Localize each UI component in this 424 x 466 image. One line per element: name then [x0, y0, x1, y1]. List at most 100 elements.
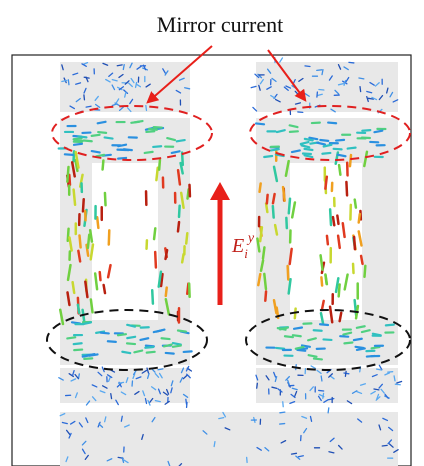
- arrow: [154, 228, 155, 239]
- arrow: [68, 80, 69, 85]
- arrow: [339, 284, 340, 296]
- arrow: [321, 277, 322, 285]
- arrow: [90, 354, 98, 355]
- arrow: [88, 235, 89, 248]
- arrow: [339, 165, 340, 175]
- arrow: [314, 359, 322, 360]
- arrow: [98, 132, 106, 133]
- arrow: [147, 352, 155, 353]
- arrow: [359, 214, 360, 222]
- arrow: [104, 285, 105, 293]
- arrow: [145, 152, 153, 153]
- arrow: [267, 195, 268, 203]
- arrow: [338, 236, 340, 248]
- arrow: [283, 187, 285, 201]
- arrow: [305, 149, 313, 150]
- arrow: [337, 216, 338, 224]
- arrow: [276, 348, 284, 349]
- arrow: [101, 333, 109, 334]
- arrow: [377, 369, 382, 370]
- arrow: [166, 288, 167, 296]
- arrow: [294, 328, 302, 329]
- arrow: [271, 149, 279, 150]
- arrow: [156, 168, 157, 180]
- arrow: [105, 193, 106, 205]
- arrow: [356, 347, 364, 348]
- arrow: [349, 62, 354, 63]
- arrow: [359, 78, 364, 79]
- arrow: [330, 209, 331, 225]
- arrow: [320, 324, 328, 325]
- arrow: [83, 199, 84, 211]
- arrow: [326, 275, 327, 283]
- arrow: [184, 351, 192, 352]
- arrow: [121, 150, 129, 151]
- arrow: [84, 77, 89, 78]
- arrow: [319, 390, 324, 391]
- arrow: [182, 254, 183, 262]
- arrow: [118, 158, 126, 159]
- right-top-block: [256, 62, 398, 112]
- arrow: [67, 167, 68, 182]
- arrow: [179, 206, 180, 217]
- field-symbol: E: [231, 235, 244, 257]
- arrow: [162, 338, 170, 339]
- arrow: [90, 230, 92, 241]
- arrow: [117, 65, 122, 66]
- arrow: [155, 252, 156, 267]
- arrow: [328, 123, 336, 124]
- arrow: [309, 355, 317, 357]
- arrow: [386, 325, 394, 326]
- right-right-leg: [362, 160, 398, 330]
- arrow: [74, 343, 82, 344]
- arrow: [186, 233, 187, 243]
- arrow: [86, 106, 91, 107]
- arrow: [355, 200, 356, 208]
- arrow: [260, 227, 262, 241]
- arrow: [122, 352, 130, 353]
- arrow: [78, 251, 80, 262]
- arrow: [328, 408, 329, 413]
- arrow: [360, 87, 361, 92]
- arrow: [340, 313, 342, 321]
- arrow: [382, 445, 387, 446]
- arrow: [146, 105, 147, 110]
- arrow: [173, 346, 181, 347]
- arrow: [343, 223, 345, 237]
- arrow: [92, 151, 100, 152]
- arrow: [292, 150, 300, 152]
- arrow: [290, 131, 298, 132]
- arrow: [92, 135, 100, 136]
- arrow: [68, 229, 69, 241]
- arrow: [293, 335, 301, 336]
- arrow: [177, 140, 185, 141]
- arrow: [354, 237, 355, 249]
- arrow: [188, 189, 189, 198]
- arrow: [74, 190, 75, 205]
- arrow: [336, 140, 344, 141]
- arrow: [289, 199, 290, 214]
- arrow: [322, 153, 330, 154]
- arrow: [69, 175, 70, 185]
- arrow: [74, 138, 82, 139]
- arrow: [292, 453, 297, 454]
- arrow: [305, 66, 310, 67]
- arrow: [374, 131, 382, 133]
- arrow: [74, 151, 75, 161]
- arrow: [338, 155, 346, 157]
- arrow: [394, 376, 395, 381]
- arrow: [178, 331, 186, 332]
- annotation-title: Mirror current: [157, 12, 283, 37]
- right-bottom-bar: [256, 320, 398, 365]
- arrow: [361, 256, 362, 264]
- arrow: [260, 184, 261, 192]
- field-superscript: y: [246, 231, 255, 246]
- arrow: [264, 156, 272, 157]
- arrow: [123, 65, 124, 70]
- arrow: [80, 235, 81, 247]
- arrow: [285, 336, 293, 337]
- arrow: [78, 136, 86, 137]
- arrow: [273, 194, 275, 203]
- arrow: [159, 160, 160, 170]
- arrow: [67, 337, 75, 338]
